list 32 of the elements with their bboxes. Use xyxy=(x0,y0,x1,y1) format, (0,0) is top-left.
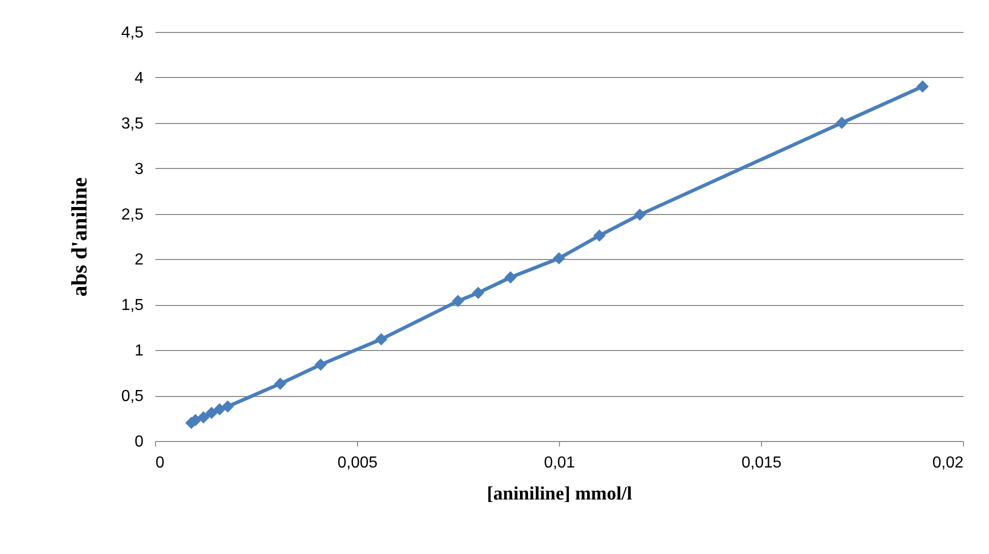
x-tick-label: 0 xyxy=(156,454,164,472)
y-tick-label: 0,5 xyxy=(121,388,144,406)
point xyxy=(205,406,218,419)
point xyxy=(504,271,517,284)
y-tick-label: 2 xyxy=(134,252,144,269)
point xyxy=(314,358,327,371)
x-tick-label: 0,02 xyxy=(932,454,964,472)
y-tick-label: 4 xyxy=(134,70,144,87)
point xyxy=(375,333,388,346)
point xyxy=(836,116,848,130)
point xyxy=(197,411,210,424)
y-tick-label: 3,5 xyxy=(121,115,144,132)
point xyxy=(472,286,484,299)
point xyxy=(274,378,286,390)
point xyxy=(452,294,464,308)
point xyxy=(634,208,646,221)
point xyxy=(916,80,929,93)
x-axis-title: [aniniline] mmol/l xyxy=(486,484,632,504)
y-tick-label: 1,5 xyxy=(121,297,144,314)
x-tick-label: 0,005 xyxy=(337,454,378,472)
y-tick-label: 2,5 xyxy=(121,206,144,224)
y-tick-label: 4,5 xyxy=(121,24,144,42)
y-tick-label: 1 xyxy=(134,342,144,360)
x-tick-label: 0,015 xyxy=(741,454,782,472)
y-tick-label: 0 xyxy=(134,434,144,450)
point xyxy=(214,403,226,416)
point xyxy=(593,229,606,242)
y-axis-title: abs d'aniline xyxy=(66,177,92,297)
point xyxy=(552,252,566,264)
x-tick-label: 0,01 xyxy=(544,454,576,472)
point xyxy=(222,400,234,413)
y-tick-label: 3 xyxy=(134,160,144,178)
